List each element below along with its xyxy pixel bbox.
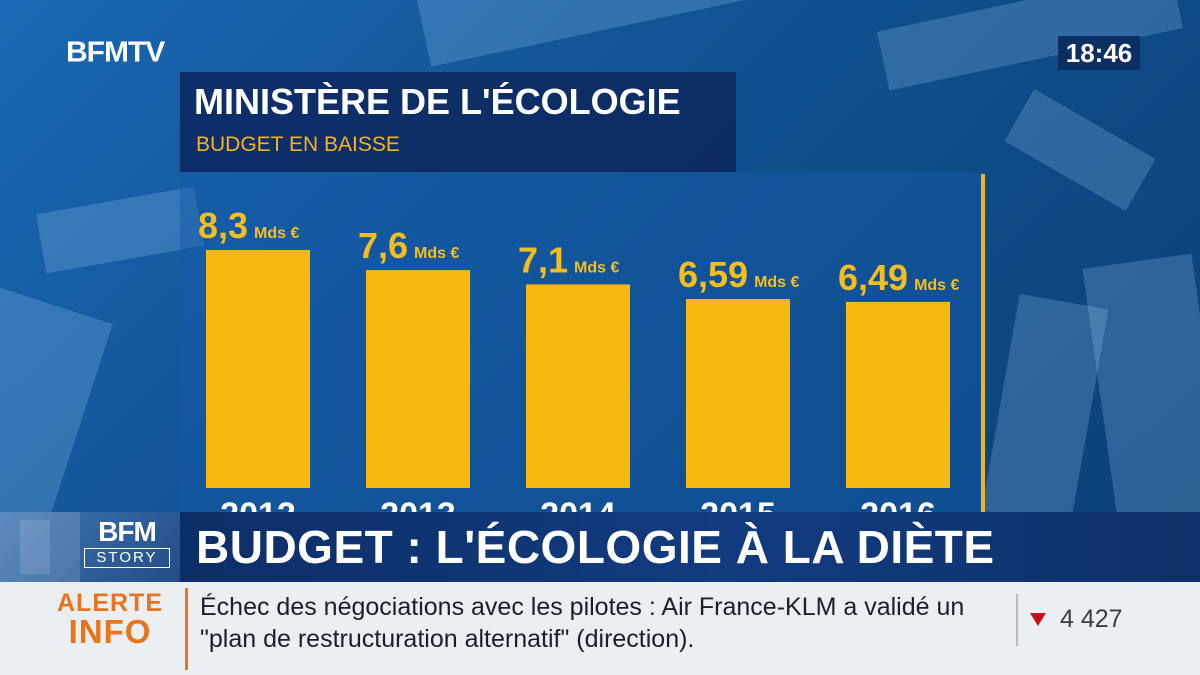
bar-value-label-2013: 7,6 Mds € <box>358 225 459 266</box>
alert-ticker <box>0 582 1200 675</box>
bar-value-label-2012: 8,3 Mds € <box>198 205 299 246</box>
down-arrow-icon <box>1030 613 1046 626</box>
chart-axis-line <box>981 174 985 512</box>
bar-value-label-2015: 6,59 Mds € <box>678 254 800 295</box>
bar-2013 <box>366 270 470 488</box>
alert-separator <box>185 588 188 670</box>
alert-label: ALERTE INFO <box>40 590 180 648</box>
category-label-2016: 2016 <box>860 496 936 512</box>
category-label-2012: 2012 <box>220 496 296 512</box>
bar-value-label-2014: 7,1 Mds € <box>518 239 619 280</box>
bar-2014 <box>526 284 630 488</box>
bar-2012 <box>206 250 310 488</box>
alert-label-line1: ALERTE <box>57 589 163 617</box>
program-name: STORY <box>84 548 170 568</box>
category-label-2015: 2015 <box>700 496 776 512</box>
channel-logo: BFMTV <box>66 36 165 69</box>
category-label-2014: 2014 <box>540 496 616 512</box>
stock-index-value: 4 427 <box>1060 605 1123 633</box>
bar-value-label-2016: 6,49 Mds € <box>838 257 960 298</box>
headline-text: BUDGET : L'ÉCOLOGIE À LA DIÈTE <box>196 521 995 573</box>
graphic-title-box: MINISTÈRE DE L'ÉCOLOGIE BUDGET EN BAISSE <box>180 72 736 172</box>
headline-band <box>0 512 1200 582</box>
clock: 18:46 <box>1058 36 1140 70</box>
alert-label-line2: INFO <box>68 613 152 650</box>
graphic-title: MINISTÈRE DE L'ÉCOLOGIE <box>194 81 681 122</box>
alert-text-line2: "plan de restructuration alternatif" (di… <box>200 625 695 653</box>
program-logo: BFM <box>98 516 157 547</box>
bar-2015 <box>686 299 790 488</box>
bar-2016 <box>846 301 950 488</box>
graphic-subtitle: BUDGET EN BAISSE <box>196 133 400 156</box>
category-label-2013: 2013 <box>380 496 456 512</box>
alert-text: Échec des négociations avec les pilotes … <box>200 591 1000 655</box>
stock-separator <box>1016 594 1018 646</box>
alert-text-line1: Échec des négociations avec les pilotes … <box>200 593 965 621</box>
program-badge <box>0 512 180 582</box>
